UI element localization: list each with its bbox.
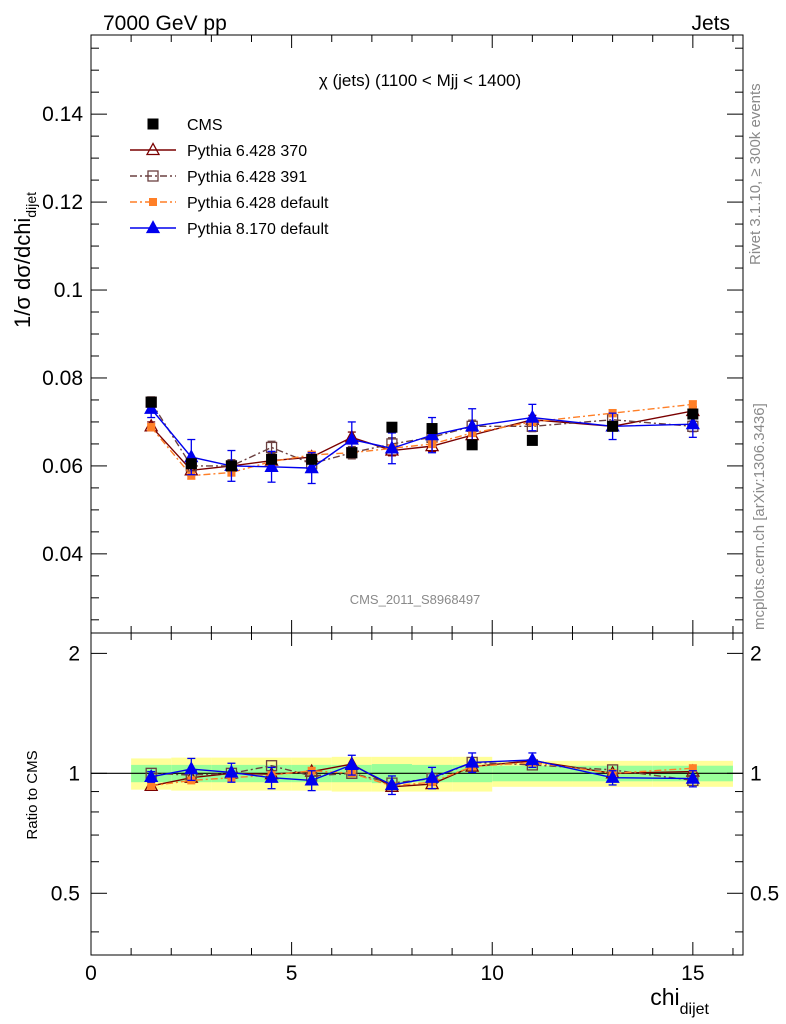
analysis-watermark: CMS_2011_S8968497 [350,592,481,607]
cms-point [145,396,157,408]
ratio-point [525,752,540,766]
mcplots-label: mcplots.cern.ch [arXiv:1306.3436] [751,403,768,630]
data-point [344,431,359,445]
ratio-point [685,770,700,784]
ratio-panel-frame [90,632,744,956]
ratio-line [151,761,693,787]
ratio-line [151,759,693,786]
data-point [304,460,319,474]
legend-marker [145,220,161,234]
ratio-point [605,769,620,783]
ratio-line [151,761,693,784]
data-point [465,418,480,432]
data-point [144,400,159,414]
y-axis-label: 1/σ dσ/dchidijet [10,192,39,328]
x-tick-label: 5 [286,962,298,985]
y-tick-label: 0.04 [42,543,83,566]
ratio-tick-label: 0.5 [51,882,80,905]
series-line [150,408,693,469]
legend-item: Pythia 6.428 370 [130,142,307,160]
ratio-point [424,769,440,783]
x-axis-label-sub: dijet [680,1001,710,1018]
data-point [264,458,279,472]
y-tick-label: 0.08 [42,367,83,390]
cms-point [466,439,478,451]
data-point [384,440,400,454]
y-tick-label: 0.1 [54,279,83,302]
y-axis-label-sub: dijet [23,192,39,218]
axes: 0 5 10 15 0.04 0.06 0.08 0.1 0.12 0.14 0.5 0.5 1 1 2 2 [42,35,779,985]
y-tick-label: 0.14 [42,103,83,126]
cms-point [306,453,318,465]
legend-marker [145,142,161,156]
x-axis-label: chidijet [650,984,709,1018]
y-tick-label: 0.12 [42,191,83,214]
cms-point [607,420,619,432]
data-point [685,416,700,430]
ratio-point [184,761,199,775]
ratio-point [144,768,159,782]
legend: CMS Pythia 6.428 370 Pythia 6.428 391 Pythi… [130,117,329,238]
legend-label: Pythia 8.170 default [187,221,329,238]
legend-label: Pythia 6.428 default [187,195,329,212]
series-line [150,403,693,477]
header-right: Jets [691,12,730,35]
cms-point [687,408,699,420]
cms-point [225,460,237,472]
header-left: 7000 GeV pp [103,12,227,35]
legend-item: Pythia 8.170 default [130,220,329,238]
data-point [424,427,440,441]
ratio-tick-label-right: 2 [750,642,762,665]
ratio-point [224,764,239,778]
y-tick-label: 0.06 [42,455,83,478]
legend-label: Pythia 6.428 370 [187,143,307,160]
legend-marker [147,170,159,182]
legend-marker [147,118,159,130]
cms-point [526,434,538,446]
ratio-point [264,769,279,783]
ratio-point [147,781,156,790]
ratio-point [688,764,697,773]
ratio-tick-label: 2 [68,642,80,665]
ratio-point [384,777,400,791]
series-cms [145,396,699,472]
rivet-label: Rivet 3.1.10, ≥ 300k events [747,83,764,265]
legend-label: Pythia 6.428 391 [187,169,307,186]
cms-point [266,453,278,465]
x-tick-label: 0 [85,962,97,985]
ratio-point [304,772,319,786]
chart-title: χ (jets) (1100 < Mjj < 1400) [319,71,521,90]
cms-point [185,458,197,470]
ratio-point [465,754,480,768]
data-point [525,409,540,423]
legend-item: Pythia 6.428 default [130,195,329,212]
legend-marker [149,198,157,206]
ratio-axis-label: Ratio to CMS [24,750,41,839]
ratio-point [344,757,359,771]
series-layer [144,396,700,796]
ratio-tick-label: 1 [68,762,80,785]
series-line [150,401,693,467]
legend-item: Pythia 6.428 391 [130,169,307,186]
cms-point [346,447,358,459]
data-point [187,471,196,480]
ratio-tick-label-right: 0.5 [750,882,779,905]
cms-point [426,423,438,435]
ratio-tick-label-right: 1 [750,762,762,785]
x-tick-label: 10 [481,962,504,985]
legend-item: CMS [147,117,223,134]
cms-point [386,421,398,433]
legend-label: CMS [187,117,223,134]
data-point [688,400,697,409]
data-point [147,423,156,432]
x-tick-label: 15 [681,962,704,985]
